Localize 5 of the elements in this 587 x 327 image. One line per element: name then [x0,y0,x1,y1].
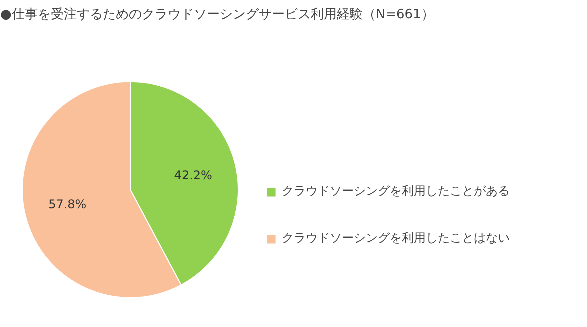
data-label: 42.2% [174,168,212,182]
legend-label: クラウドソーシングを利用したことはない [282,230,510,247]
data-label: 57.8% [48,197,87,212]
chart-title: ●仕事を受注するためのクラウドソーシングサービス利用経験（N=661） [0,8,434,22]
legend-label: クラウドソーシングを利用したことがある [282,183,510,200]
